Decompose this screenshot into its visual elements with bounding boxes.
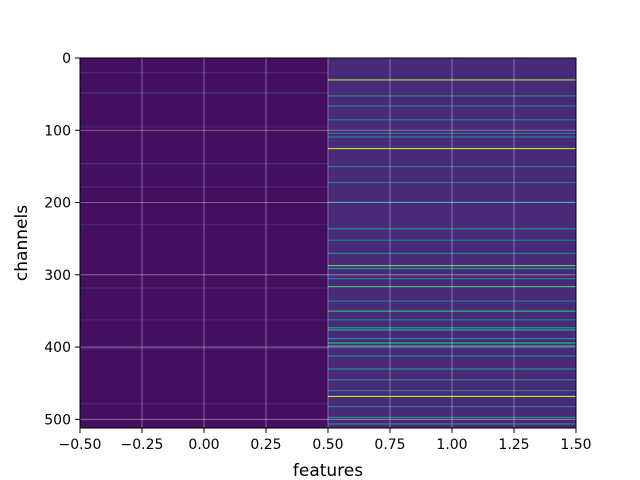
- heatmap-cell: [328, 201, 576, 203]
- heatmap-cell: [328, 329, 576, 331]
- heatmap-cell: [328, 355, 576, 357]
- heatmap-cell: [328, 252, 576, 254]
- x-tick-label: 0.00: [188, 437, 219, 453]
- heatmap-cell: [80, 186, 328, 188]
- heatmap-cell: [328, 95, 576, 97]
- heatmap-cell: [328, 390, 576, 392]
- heatmap-cell: [328, 265, 576, 267]
- x-axis-label: features: [293, 461, 363, 480]
- heatmap-cell: [328, 228, 576, 230]
- heatmap-cell: [328, 368, 576, 370]
- x-tick-label: 1.50: [560, 437, 591, 453]
- y-tick-label: 0: [62, 51, 71, 67]
- x-tick-label: −0.25: [121, 437, 164, 453]
- plot-area: [80, 58, 576, 428]
- y-axis-label: channels: [12, 205, 32, 281]
- x-tick-label: 0.25: [250, 437, 281, 453]
- y-tick-label: 500: [44, 412, 71, 428]
- x-tick-label: 0.75: [374, 437, 405, 453]
- y-axis: 0 100 200 300 400 500: [44, 51, 80, 428]
- heatmap-cell: [328, 319, 576, 321]
- heatmap-cell: [328, 132, 576, 134]
- y-tick-label: 400: [44, 340, 71, 356]
- x-tick-label: 1.00: [436, 437, 467, 453]
- heatmap-cell: [328, 278, 576, 280]
- heatmap-cell: [80, 403, 328, 405]
- heatmap-column-0: [80, 58, 328, 428]
- heatmap-cell: [80, 92, 328, 94]
- heatmap-cell: [328, 166, 576, 168]
- heatmap-cell: [80, 319, 328, 321]
- x-tick-label: −0.50: [59, 437, 102, 453]
- x-tick-label: 0.50: [312, 437, 343, 453]
- heatmap-cell: [80, 126, 328, 128]
- heatmap-cell: [328, 345, 576, 347]
- heatmap-cell: [328, 285, 576, 288]
- x-axis: −0.50 −0.25 0.00 0.25 0.50 0.75 1.00 1.25 1.50: [59, 428, 592, 453]
- heatmap-cell: [328, 405, 576, 408]
- y-tick-label: 100: [44, 123, 71, 139]
- heatmap-cell: [328, 423, 576, 425]
- heatmap-cell: [328, 338, 576, 340]
- y-tick-label: 200: [44, 196, 71, 212]
- heatmap-cell: [328, 105, 576, 107]
- heatmap-cell: [328, 342, 576, 344]
- heatmap-cell: [80, 223, 328, 226]
- heatmap-cell: [328, 136, 576, 138]
- heatmap-cell: [80, 348, 328, 350]
- y-tick-label: 300: [44, 268, 71, 284]
- heatmap-cell: [328, 416, 576, 418]
- heatmap-cell: [328, 327, 576, 329]
- heatmap-cell: [328, 239, 576, 241]
- heatmap-cell: [328, 119, 576, 121]
- heatmap-cell: [328, 147, 576, 150]
- heatmap-cell: [80, 287, 328, 289]
- heatmap-cell: [328, 300, 576, 302]
- heatmap-cell: [328, 310, 576, 312]
- heatmap-cell: [328, 267, 576, 270]
- heatmap-cell: [80, 163, 328, 165]
- x-tick-label: 1.25: [498, 437, 529, 453]
- heatmap-cell: [328, 181, 576, 184]
- heatmap-cell: [80, 72, 328, 74]
- heatmap-cell: [328, 395, 576, 398]
- heatmap-cell: [328, 379, 576, 381]
- heatmap-cell: [328, 79, 576, 81]
